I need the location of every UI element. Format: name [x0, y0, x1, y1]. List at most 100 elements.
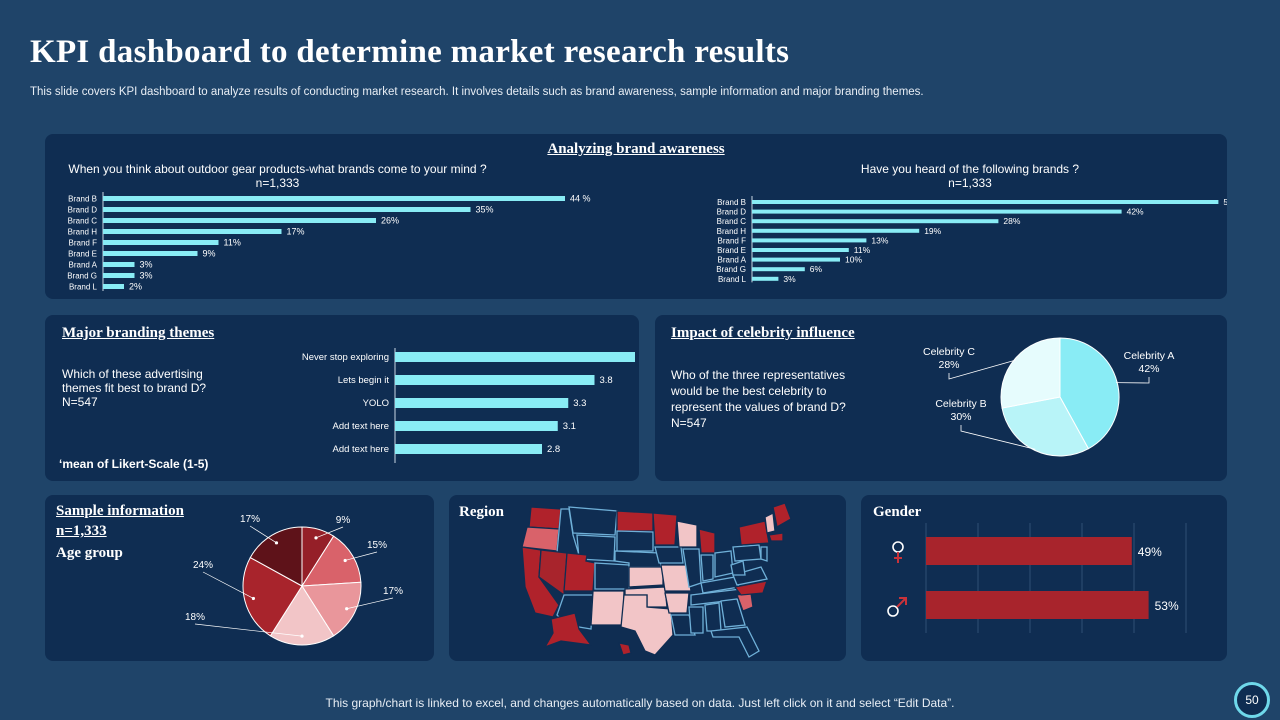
age-group-title: Age group — [56, 545, 123, 561]
map-state-new-mexico — [590, 590, 625, 626]
map-state-georgia — [720, 598, 746, 628]
map-state-kansas — [628, 566, 664, 588]
map-state-montana — [568, 506, 618, 536]
pie-slice — [249, 526, 303, 587]
category-label: Brand H — [717, 227, 747, 236]
data-label: 3% — [140, 260, 153, 270]
leader-dot — [300, 634, 304, 638]
leader-line — [1115, 377, 1150, 384]
leader-line — [346, 597, 394, 610]
category-label: Brand E — [68, 250, 97, 259]
category-label: Brand L — [718, 275, 747, 284]
category-label: Brand B — [68, 195, 97, 204]
heard-of-question-text: Have you heard of the following brands ? — [860, 162, 1080, 176]
category-label: Brand G — [716, 265, 746, 274]
bar — [395, 352, 635, 362]
map-state-texas — [620, 594, 674, 656]
map-state-alaska — [543, 612, 593, 649]
usa-map — [521, 502, 792, 658]
branding-themes-question: Which of these advertising themes fit be… — [62, 367, 207, 409]
data-label: 53% — [1155, 599, 1179, 613]
category-label: Brand A — [718, 256, 747, 265]
leader-dot — [343, 558, 347, 563]
category-label: Brand D — [717, 208, 747, 217]
bar — [103, 251, 198, 256]
bar — [752, 238, 867, 243]
map-state-south-dakota — [616, 530, 654, 552]
category-label: Brand A — [69, 261, 98, 270]
brand-awareness-title: Analyzing brand awareness — [547, 141, 725, 157]
gender-panel: Gender 49% 53% — [861, 495, 1227, 661]
legend-label: Celebrity A — [1124, 350, 1175, 362]
category-label: Brand F — [718, 236, 747, 245]
top-of-mind-question: When you think about outdoor gear produc… — [55, 162, 500, 190]
data-label: 42% — [1138, 363, 1159, 375]
page-title: KPI dashboard to determine market resear… — [30, 34, 790, 70]
bar — [103, 273, 135, 278]
bar — [752, 219, 999, 224]
sample-n: n=1,333 — [56, 523, 107, 539]
map-state-louisiana — [670, 614, 696, 636]
map-state-minnesota — [652, 512, 678, 546]
pie-slice — [301, 535, 362, 587]
bar — [103, 229, 282, 234]
leader-line — [194, 623, 303, 637]
data-label: 17% — [240, 514, 260, 525]
map-state-north-carolina — [733, 580, 768, 596]
brand-awareness-panel: Analyzing brand awareness When you think… — [45, 134, 1227, 299]
themes-bar-chart: Never stop exploring4.8Lets begin it3.8Y… — [302, 348, 635, 463]
age-group-pie-chart: 9% 15% 17% 18% 24% 17% — [185, 514, 403, 646]
bar — [926, 537, 1132, 565]
bar — [395, 375, 595, 385]
data-label: 26% — [381, 216, 399, 226]
male-icon — [887, 597, 907, 617]
leader-line — [249, 525, 277, 544]
data-label: 28% — [1003, 216, 1020, 226]
category-label: Lets begin it — [338, 375, 390, 386]
map-state-alabama — [704, 602, 722, 632]
map-state-colorado — [594, 562, 630, 590]
category-label: Brand E — [717, 246, 746, 255]
data-label: 2% — [129, 282, 142, 292]
map-state-maine — [772, 502, 792, 529]
bar — [103, 196, 565, 201]
bar — [926, 591, 1149, 619]
map-state-massachusetts — [768, 532, 784, 542]
data-label: 3% — [140, 271, 153, 281]
map-state-wisconsin — [676, 520, 698, 548]
data-label: 28% — [938, 359, 959, 371]
bar — [752, 257, 840, 262]
data-label: 30% — [950, 411, 971, 423]
leader-line — [960, 425, 1036, 450]
bar — [103, 207, 471, 212]
data-label: 44 % — [570, 194, 591, 204]
top-of-mind-question-text: When you think about outdoor gear produc… — [68, 162, 487, 176]
female-icon — [892, 541, 904, 563]
leader-line — [948, 359, 1016, 380]
likert-note: ‘mean of Likert-Scale (1-5) — [59, 457, 209, 471]
category-label: Brand H — [68, 228, 98, 237]
leader-line — [202, 571, 254, 599]
celebrity-panel: Impact of celebrity influence Who of the… — [655, 315, 1227, 481]
bar — [103, 218, 376, 223]
data-label: 17% — [383, 586, 403, 597]
bar — [752, 228, 920, 233]
data-label: 17% — [287, 227, 305, 237]
leader-line — [345, 551, 378, 561]
sample-title: Sample information — [56, 503, 184, 519]
data-label: 13% — [871, 235, 888, 245]
heard-of-bar-chart: Brand B 53% Brand D 42% Brand C 28% Brand H 19%… — [716, 196, 1227, 284]
data-label: 3.8 — [600, 375, 613, 386]
category-label: Brand C — [68, 217, 98, 226]
bar — [752, 200, 1219, 204]
leader-dot — [251, 596, 256, 601]
celebrity-title: Impact of celebrity influence — [671, 325, 855, 341]
category-label: YOLO — [363, 398, 389, 409]
data-label: 10% — [845, 255, 862, 265]
map-state-new-jersey — [760, 546, 768, 562]
leader-line — [315, 526, 344, 539]
category-label: Never stop exploring — [302, 352, 389, 363]
category-label: Brand G — [67, 272, 97, 281]
branding-themes-panel: Major branding themes Which of these adv… — [45, 315, 639, 481]
pie-slice — [301, 581, 362, 637]
